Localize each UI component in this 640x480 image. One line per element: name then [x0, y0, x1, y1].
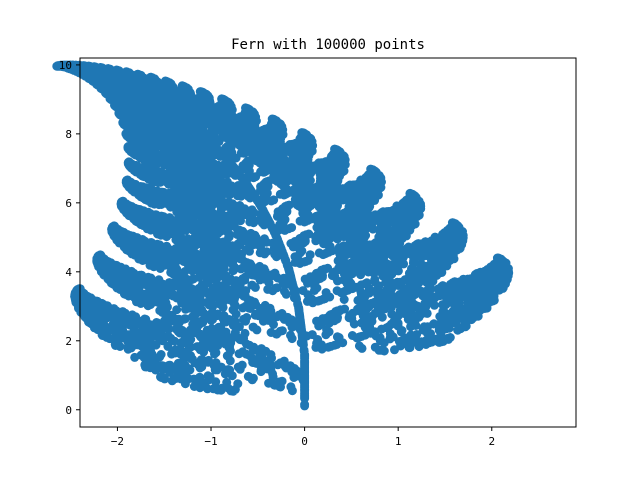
x-tick-label: 2 [488, 435, 495, 448]
plot-area: −2 −1 0 1 2 0 2 4 6 8 10 [52, 57, 577, 448]
y-tick-label: 8 [65, 128, 72, 141]
x-tick-label: −2 [111, 435, 124, 448]
x-axis: −2 −1 0 1 2 [111, 427, 495, 448]
x-tick-label: 0 [301, 435, 308, 448]
axes-frame [79, 57, 577, 428]
fern-scatter-series [52, 60, 514, 411]
x-tick-label: 1 [395, 435, 402, 448]
chart-title: Fern with 100000 points [231, 37, 425, 53]
y-tick-label: 0 [65, 404, 72, 417]
y-tick-label: 6 [65, 197, 72, 210]
y-tick-label: 10 [59, 59, 72, 72]
x-tick-label: −1 [204, 435, 217, 448]
y-tick-label: 4 [65, 266, 72, 279]
scatter-points [52, 60, 514, 411]
y-tick-label: 2 [65, 335, 72, 348]
y-axis: 0 2 4 6 8 10 [59, 59, 80, 417]
